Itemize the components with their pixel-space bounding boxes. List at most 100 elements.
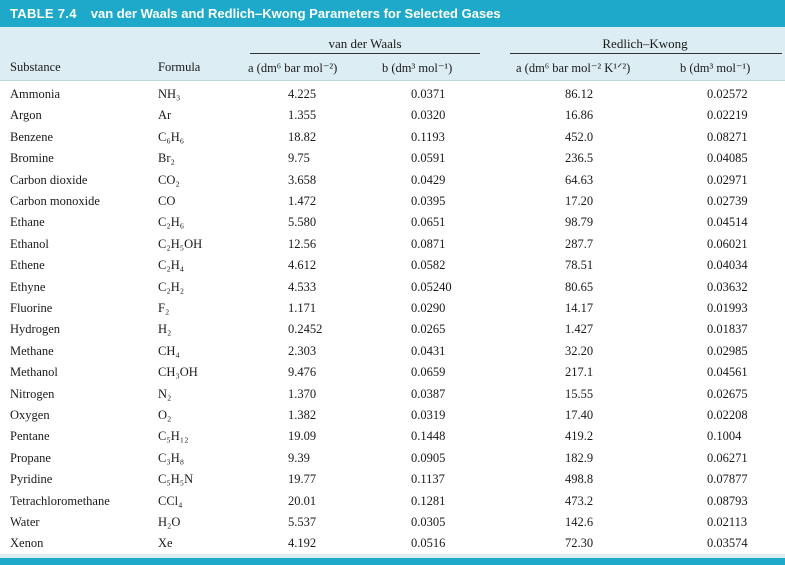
cell-rk-a: 182.9: [565, 450, 594, 465]
cell-substance: Carbon monoxide: [10, 194, 100, 208]
cell-vdw-b: 0.0591: [411, 151, 446, 166]
cell-formula: Ar: [158, 108, 172, 123]
column-header-rk-b: b (dm³ mol⁻¹): [680, 61, 751, 75]
table-row: Argon Ar 1.355 0.0320 16.86 0.02219: [0, 105, 785, 126]
cell-rk-a: 80.65: [565, 279, 594, 294]
column-header-substance: Substance: [10, 60, 61, 74]
cell-formula: Br₂: [158, 151, 175, 166]
cell-substance: Methanol: [10, 365, 58, 380]
cell-substance: Hydrogen: [10, 322, 60, 337]
cell-rk-a: 217.1: [565, 365, 594, 380]
cell-formula: H₂O: [158, 515, 181, 529]
cell-vdw-a: 1.355: [288, 108, 317, 123]
cell-rk-b: 0.02219: [707, 108, 748, 123]
cell-vdw-a: 2.303: [288, 343, 317, 358]
cell-vdw-b: 0.0582: [411, 258, 446, 273]
cell-formula: F₂: [158, 301, 170, 315]
table-row: Methanol CH₃OH 9.476 0.0659 217.1 0.04561: [0, 362, 785, 383]
cell-vdw-b: 0.0429: [411, 172, 446, 187]
table-row: Nitrogen N₂ 1.370 0.0387 15.55 0.02675: [0, 384, 785, 405]
cell-formula: CO₂: [158, 172, 180, 187]
table-row: Ethane C₂H₆ 5.580 0.0651 98.79 0.04514: [0, 212, 785, 233]
table-row: Ethanol C₂H₅OH 12.56 0.0871 287.7 0.06021: [0, 234, 785, 255]
cell-vdw-a: 5.580: [288, 215, 317, 230]
table-footer-band: [0, 554, 785, 558]
cell-vdw-a: 19.09: [288, 429, 317, 444]
cell-rk-a: 78.51: [565, 258, 594, 273]
cell-vdw-a: 4.612: [288, 258, 317, 273]
cell-rk-a: 15.55: [565, 386, 594, 401]
cell-rk-a: 14.17: [565, 301, 594, 315]
cell-vdw-b: 0.0395: [411, 194, 446, 208]
cell-formula: CH₄: [158, 343, 180, 358]
cell-rk-b: 0.03632: [707, 279, 748, 294]
cell-rk-b: 0.01837: [707, 322, 748, 337]
cell-substance: Nitrogen: [10, 386, 55, 401]
cell-formula: N₂: [158, 386, 172, 401]
table-row: Bromine Br₂ 9.75 0.0591 236.5 0.04085: [0, 148, 785, 169]
table-title-bar: TABLE 7.4 van der Waals and Redlich–Kwong…: [0, 0, 785, 27]
cell-substance: Ethane: [10, 215, 45, 230]
table-number: TABLE 7.4: [10, 6, 77, 21]
table-bottom-bar: [0, 558, 785, 565]
cell-rk-b: 0.08271: [707, 129, 748, 144]
cell-vdw-a: 5.537: [288, 515, 317, 529]
table-row: Propane C₃H₈ 9.39 0.0905 182.9 0.06271: [0, 448, 785, 469]
column-header-rk-a: a (dm⁶ bar mol⁻² K¹ᐟ²): [516, 61, 631, 75]
cell-rk-a: 498.8: [565, 472, 594, 487]
cell-rk-b: 0.01993: [707, 301, 748, 315]
cell-formula: Xe: [158, 536, 173, 551]
cell-vdw-a: 9.476: [288, 365, 317, 380]
cell-rk-a: 32.20: [565, 343, 594, 358]
cell-vdw-b: 0.0387: [411, 386, 446, 401]
cell-vdw-a: 1.472: [288, 194, 317, 208]
cell-vdw-a: 1.370: [288, 386, 317, 401]
cell-rk-b: 0.04514: [707, 215, 748, 230]
cell-formula: C₂H₅OH: [158, 236, 203, 251]
cell-formula: CO: [158, 194, 176, 208]
cell-rk-b: 0.02572: [707, 87, 748, 101]
cell-vdw-b: 0.0871: [411, 236, 446, 251]
group-header-redlich-kwong: Redlich–Kwong: [602, 36, 688, 51]
cell-vdw-b: 0.0320: [411, 108, 446, 123]
cell-vdw-a: 4.225: [288, 87, 317, 101]
group-rule-redlich-kwong: [510, 53, 782, 54]
cell-rk-a: 419.2: [565, 429, 594, 444]
cell-vdw-b: 0.1281: [411, 493, 446, 508]
cell-rk-b: 0.04085: [707, 151, 748, 166]
cell-rk-a: 142.6: [565, 515, 594, 529]
cell-formula: C₅H₁₂: [158, 429, 189, 444]
cell-rk-a: 72.30: [565, 536, 594, 551]
cell-vdw-a: 1.382: [288, 408, 317, 422]
table-row: Oxygen O₂ 1.382 0.0319 17.40 0.02208: [0, 405, 785, 426]
table-row: Tetrachloromethane CCl₄ 20.01 0.1281 473.2 0.…: [0, 491, 785, 512]
cell-rk-a: 236.5: [565, 151, 594, 166]
cell-vdw-a: 9.75: [288, 151, 310, 166]
cell-rk-b: 0.07877: [707, 472, 748, 487]
cell-vdw-a: 20.01: [288, 493, 317, 508]
table-row: Methane CH₄ 2.303 0.0431 32.20 0.02985: [0, 341, 785, 362]
cell-formula: C₂H₆: [158, 215, 185, 230]
cell-vdw-b: 0.1137: [411, 472, 445, 487]
cell-vdw-a: 18.82: [288, 129, 317, 144]
cell-rk-a: 16.86: [565, 108, 594, 123]
cell-substance: Xenon: [10, 536, 44, 551]
column-header-formula: Formula: [158, 60, 201, 74]
cell-substance: Ethyne: [10, 279, 46, 294]
table-row: Carbon dioxide CO₂ 3.658 0.0429 64.63 0.02971: [0, 170, 785, 191]
table-row: Xenon Xe 4.192 0.0516 72.30 0.03574: [0, 533, 785, 554]
cell-substance: Benzene: [10, 129, 54, 144]
cell-substance: Ammonia: [10, 87, 60, 101]
table-row: Benzene C₆H₆ 18.82 0.1193 452.0 0.08271: [0, 127, 785, 148]
header-divider: [0, 80, 785, 81]
column-header-vdw-b: b (dm³ mol⁻¹): [382, 61, 453, 75]
cell-substance: Methane: [10, 343, 54, 358]
cell-rk-b: 0.02739: [707, 194, 748, 208]
cell-substance: Ethene: [10, 258, 45, 273]
cell-rk-b: 0.1004: [707, 429, 742, 444]
cell-rk-b: 0.04034: [707, 258, 748, 273]
cell-rk-a: 473.2: [565, 493, 594, 508]
cell-vdw-b: 0.1448: [411, 429, 446, 444]
cell-vdw-a: 12.56: [288, 236, 317, 251]
